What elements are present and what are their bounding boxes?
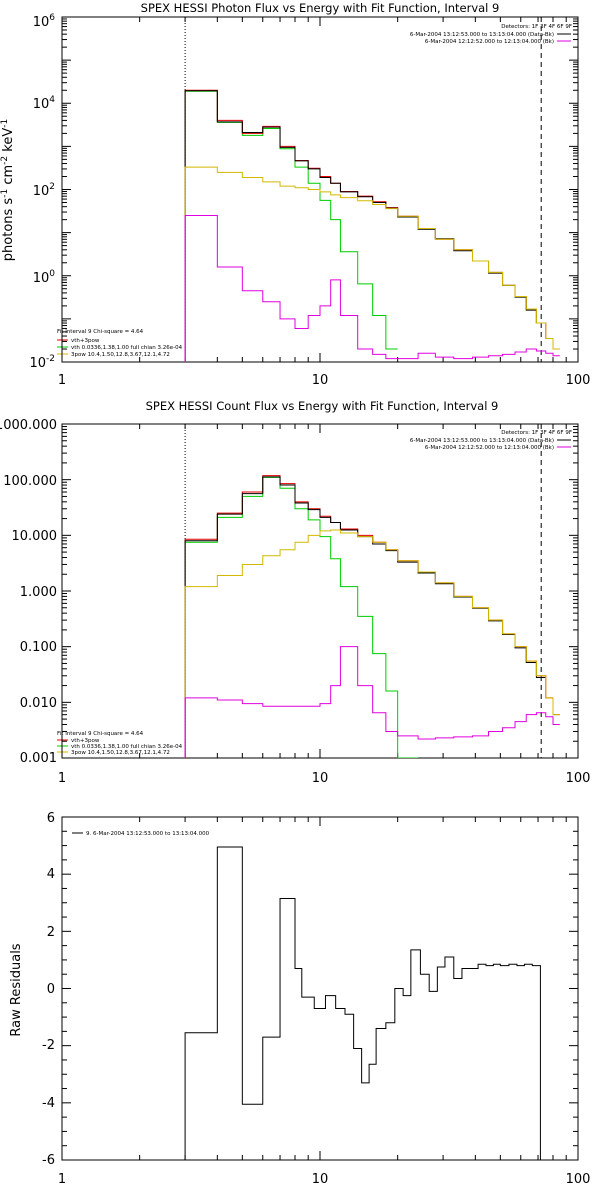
photon-flux-title: SPEX HESSI Photon Flux vs Energy with Fi… <box>141 1 500 15</box>
count-ytick-label: 100.000 <box>3 474 57 489</box>
photon-flux-panel: SPEX HESSI Photon Flux vs Energy with Fi… <box>0 1 590 388</box>
count-fit-entry-total: vth+3pow <box>71 738 100 744</box>
photon-legend-top: Detectors: 1F 3F 4F 6F 9F 6-Mar-2004 13:… <box>410 24 572 45</box>
count-xtick-label: 1 <box>58 771 66 786</box>
photon-legend-header: Detectors: 1F 3F 4F 6F 9F <box>501 24 572 30</box>
count-fit-entry-thermal: vth 0.0336,1.38,1.00 full chian 3.26e-04 <box>71 744 183 750</box>
residual-series-group <box>184 846 541 1160</box>
residual-xtick-label: 100 <box>566 1172 591 1187</box>
photon-ytick-label: 104 <box>33 95 56 112</box>
count-legend-entry-data: 6-Mar-2004 13:12:53.000 to 13:13:04.000 … <box>410 438 554 444</box>
count-flux-title: SPEX HESSI Count Flux vs Energy with Fit… <box>146 399 499 413</box>
photon-legend-entry-background: 6-Mar-2004 12:12:52.000 to 12:13:04.000 … <box>425 39 554 45</box>
residuals-panel: Raw Residuals -6 -4 -2 0 2 4 6 1 10 100 … <box>9 811 590 1187</box>
residual-ytick-label: -2 <box>42 1038 55 1053</box>
photon-fit-entry-total: vth+3pow <box>71 338 100 344</box>
count-legend-entry-background: 6-Mar-2004 12:12:52.000 to 12:13:04.000 … <box>425 445 554 451</box>
photon-xtick-label: 10 <box>312 373 329 388</box>
count-legend-fit: Fit Interval 9 Chi-square = 4.64 vth+3po… <box>57 731 183 756</box>
count-xtick-label: 10 <box>312 771 329 786</box>
residual-plot-area <box>61 816 579 1161</box>
residual-legend: 9. 6-Mar-2004 13:12:53.000 to 13:13:04.0… <box>72 831 210 837</box>
residual-ytick-label: 6 <box>47 811 55 826</box>
residual-ytick-label: 4 <box>47 867 55 882</box>
residual-series <box>184 846 541 1160</box>
photon-xtick-label: 1 <box>58 373 66 388</box>
photon-series-background <box>184 214 560 362</box>
residual-xtick-label: 1 <box>58 1172 66 1187</box>
count-legend-header: Detectors: 1F 3F 4F 6F 9F <box>501 430 572 436</box>
photon-fit-entry-powerlaw: 3pow 10.4,1.50,12.8,3.67,12.1,4.72 <box>71 352 170 358</box>
count-axes-frame <box>61 423 579 759</box>
count-fit-header: Fit Interval 9 Chi-square = 4.64 <box>57 731 144 737</box>
photon-series-data <box>184 90 546 362</box>
count-series-group <box>184 475 560 758</box>
photon-xtick-label: 100 <box>566 373 591 388</box>
photon-ytick-label: 10-2 <box>29 354 55 371</box>
residual-ytick-label: -6 <box>42 1153 55 1168</box>
count-ytick-label: 1000.000 <box>0 418 57 433</box>
count-ytick-label: 0.001 <box>20 751 57 766</box>
photon-flux-ylabel: photons s-1 cm-2 keV-1 <box>0 119 16 261</box>
residual-ytick-label: 2 <box>47 925 55 940</box>
count-ytick-label: 0.100 <box>20 640 57 655</box>
residual-ytick-label: -4 <box>42 1096 55 1111</box>
count-ytick-label: 1.000 <box>20 585 57 600</box>
count-ytick-label: 10.000 <box>12 529 58 544</box>
photon-ytick-label: 100 <box>33 269 56 286</box>
photon-fit-entry-thermal: vth 0.0336,1.38,1.00 full chian 3.26e-04 <box>71 345 183 351</box>
count-plot-area <box>61 423 579 759</box>
count-series-data <box>184 476 546 758</box>
count-series-thermal <box>184 476 419 758</box>
count-xtick-label: 100 <box>566 771 591 786</box>
count-ytick-label: 0.010 <box>20 696 57 711</box>
residual-axes-frame <box>61 816 579 1161</box>
photon-series-power-law <box>184 166 560 362</box>
photon-fit-header: Fit Interval 9 Chi-square = 4.64 <box>57 329 144 335</box>
photon-series-total <box>184 89 560 362</box>
residual-xtick-label: 10 <box>312 1172 329 1187</box>
photon-ytick-label: 106 <box>33 13 56 30</box>
photon-legend-fit: Fit Interval 9 Chi-square = 4.64 vth+3po… <box>57 329 183 358</box>
count-flux-panel: SPEX HESSI Count Flux vs Energy with Fit… <box>0 399 590 786</box>
count-series-power-law <box>184 529 560 758</box>
residuals-ylabel: Raw Residuals <box>9 943 24 1036</box>
count-series-background <box>184 646 560 758</box>
photon-ytick-label: 102 <box>33 182 55 199</box>
count-fit-entry-powerlaw: 3pow 10.4,1.50,12.8,3.67,12.1,4.72 <box>71 750 170 756</box>
residual-ytick-label: 0 <box>47 982 55 997</box>
count-legend-top: Detectors: 1F 3F 4F 6F 9F 6-Mar-2004 13:… <box>410 430 572 451</box>
residual-legend-entry: 9. 6-Mar-2004 13:12:53.000 to 13:13:04.0… <box>86 831 210 837</box>
photon-plot-area <box>61 16 579 363</box>
photon-series-group <box>184 89 560 362</box>
photon-legend-entry-data: 6-Mar-2004 13:12:53.000 to 13:13:04.000 … <box>410 32 554 38</box>
